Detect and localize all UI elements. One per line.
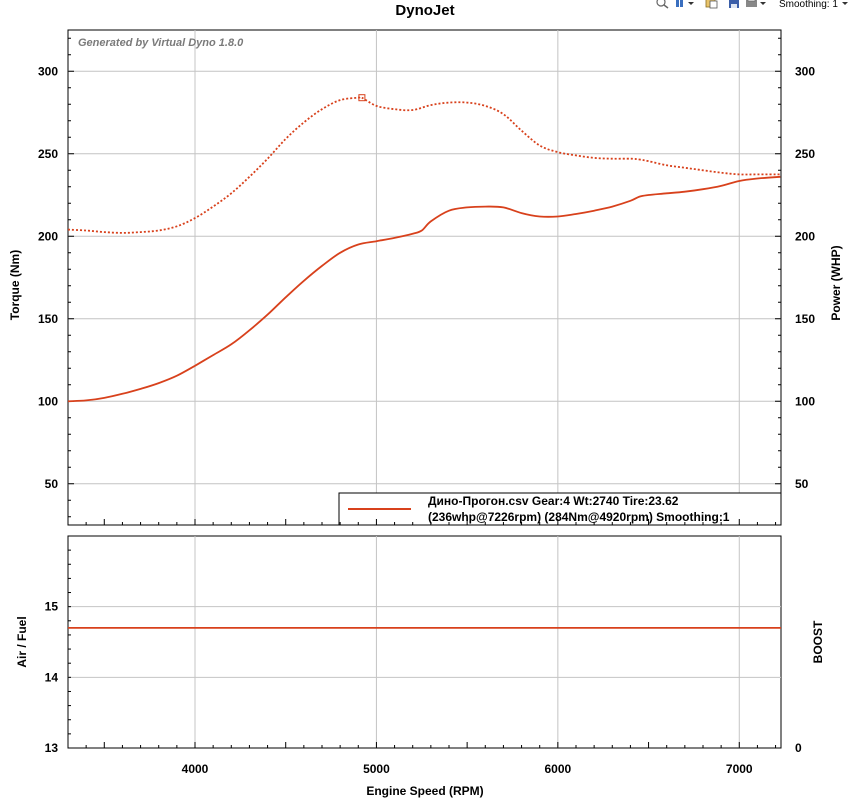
boost-axis-title: BOOST — [811, 620, 825, 663]
top-ticks: 50 50 100 100 150 150 200 200 250 250 300 300 — [38, 37, 815, 518]
torque-tick-label: 50 — [45, 477, 59, 491]
torque-power-panel: Generated by Virtual Dyno 1.8.0 50 50 100 1… — [8, 29, 843, 526]
bottom-ticks: 13 14 15 0 — [45, 535, 802, 755]
print-icon[interactable] — [746, 0, 766, 7]
afr-tick-label: 14 — [45, 670, 59, 684]
legend-text-line1: Дино-Прогон.csv Gear:4 Wt:2740 Tire:23.6… — [428, 494, 679, 508]
toolbar: Smoothing: 1 — [656, 0, 848, 10]
power-tick-label: 300 — [795, 64, 815, 78]
torque-tick-label: 250 — [38, 147, 58, 161]
power-axis-title: Power (WHP) — [829, 245, 843, 320]
legend: Дино-Прогон.csv Gear:4 Wt:2740 Tire:23.6… — [338, 492, 782, 526]
top-grid — [68, 30, 781, 525]
x-tick-label: 5000 — [363, 762, 390, 776]
copy-icon[interactable] — [705, 0, 718, 9]
torque-line — [67, 175, 781, 403]
save-icon[interactable] — [729, 0, 739, 8]
air-fuel-panel: 13 14 15 0 Air / Fuel BOOST — [15, 535, 825, 755]
x-tick-label: 6000 — [544, 762, 571, 776]
afr-tick-label: 13 — [45, 741, 59, 755]
smoothing-dropdown[interactable]: Smoothing: 1 — [779, 0, 838, 10]
torque-axis-title: Torque (Nm) — [8, 250, 22, 320]
bottom-plot-frame — [67, 535, 782, 749]
torque-tick-label: 200 — [38, 229, 58, 243]
power-tick-label: 50 — [795, 477, 809, 491]
x-axis-title: Engine Speed (RPM) — [366, 784, 483, 798]
power-tick-label: 150 — [795, 312, 815, 326]
x-tick-label: 4000 — [182, 762, 209, 776]
top-plot-frame — [67, 29, 782, 526]
zoom-icon[interactable] — [656, 0, 669, 9]
watermark: Generated by Virtual Dyno 1.8.0 — [78, 37, 244, 49]
torque-tick-label: 100 — [38, 394, 58, 408]
afr-tick-label: 15 — [45, 600, 59, 614]
power-tick-label: 100 — [795, 394, 815, 408]
power-tick-label: 200 — [795, 229, 815, 243]
chart-options-icon[interactable] — [676, 0, 694, 7]
bottom-grid — [68, 536, 781, 748]
air-fuel-axis-title: Air / Fuel — [15, 616, 29, 667]
torque-tick-label: 150 — [38, 312, 58, 326]
peak-torque-marker — [358, 94, 366, 102]
chart-title: DynoJet — [395, 2, 454, 19]
torque-tick-label: 300 — [38, 64, 58, 78]
boost-tick-label: 0 — [795, 741, 802, 755]
top-series — [67, 96, 781, 403]
x-axis: 4000 5000 6000 7000 — [85, 519, 777, 776]
legend-text-line2: (236whp@7226rpm) (284Nm@4920rpm) Smoothi… — [428, 510, 730, 524]
power-tick-label: 250 — [795, 147, 815, 161]
chevron-down-icon[interactable] — [842, 2, 848, 5]
x-tick-label: 7000 — [726, 762, 753, 776]
legend-box — [338, 492, 782, 526]
